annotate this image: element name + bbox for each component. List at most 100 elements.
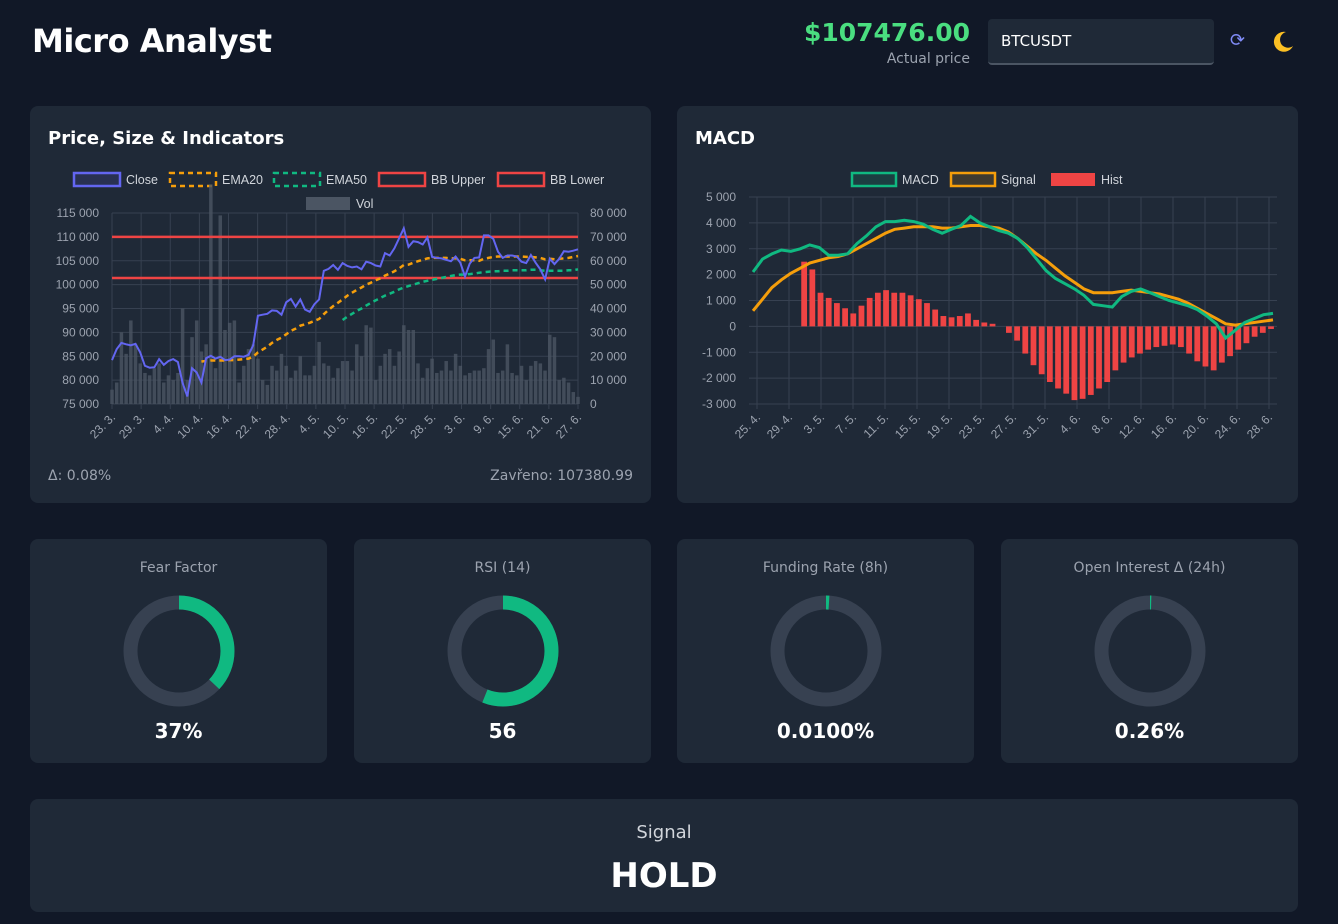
x-tick-label: 21. 6. [524,410,555,441]
vol-bar [364,325,368,404]
hist-bar [866,297,873,327]
y2-tick-label: 0 [590,397,597,411]
x-tick-label: 10. 4. [174,410,205,441]
vol-bar [543,370,547,404]
gauge-fill [770,595,881,707]
svg-text:EMA50: EMA50 [326,173,367,187]
vol-bar [402,325,406,404]
vol-bar [289,377,293,404]
vol-bar [425,368,430,404]
vol-bar [439,370,444,404]
vol-bar [340,361,345,404]
hist-bar [1120,326,1127,363]
gauge-title: RSI (14) [474,560,531,576]
x-tick-label: 31. 5. [1020,410,1051,441]
vol-bar [430,358,434,404]
y2-tick-label: 50 000 [590,278,627,292]
hist-bar [932,309,939,327]
macd-chart[interactable]: MACD Signal Hist 5 000 4 000 3 000 2 000 1 000 0… [677,106,1298,503]
y-tick-label: 4 000 [706,216,736,230]
legend-ema20[interactable]: EMA20 [168,171,263,188]
moon-icon[interactable] [1270,29,1296,55]
legend-close[interactable]: Close [72,171,158,188]
vol-bar [265,384,270,404]
y-tick-label: 100 000 [56,278,100,292]
hist-bar [842,308,848,327]
gauge-card-rsi: RSI (14) 56 [354,539,651,763]
vol-bar [369,327,373,404]
hist-bar [981,322,988,327]
legend-signal[interactable]: Signal [949,171,1036,188]
hist-bar [1153,326,1160,348]
y-tick-label: 110 000 [57,230,100,244]
legend-macd[interactable]: MACD [850,171,939,188]
vol-bar [152,368,157,404]
x-tick-label: 22. 4. [233,410,264,441]
close-line [111,225,579,397]
vol-bar [237,382,241,404]
gauge-value: 56 [488,719,517,743]
vol-bar [557,380,561,404]
vol-bar [435,372,439,404]
vol-bar [246,349,251,404]
funding-rate-gauge [770,595,881,707]
hist-bar [1202,326,1209,367]
hist-bar [1063,326,1070,394]
vol-bar [194,320,199,404]
vol-bar [176,372,180,404]
legend-vol[interactable]: Vol [306,197,373,211]
vol-bar [218,215,223,404]
closed-text: Zavřeno: 107380.99 [490,468,633,484]
vol-bar [406,329,411,404]
refresh-icon[interactable]: ⟳ [1230,30,1246,51]
svg-text:Signal: Signal [1001,173,1036,187]
vol-bar [538,363,543,404]
vol-bar [345,361,350,404]
vol-bar [232,320,237,404]
vol-bar [312,365,317,404]
y-tick-label: 105 000 [56,254,100,268]
y-tick-label: -1 000 [702,345,736,359]
y-tick-label: 115 000 [57,206,100,220]
vol-bar [326,365,331,404]
x-tick-label: 24. 6. [1212,410,1243,441]
vol-bar [515,375,519,404]
macd-line [751,214,1274,341]
gauge-track [770,595,881,707]
hist-bar [1128,326,1135,358]
vol-bar [307,375,312,404]
legend-hist[interactable]: Hist [1051,173,1123,187]
vol-bar [359,356,364,404]
gauge-track [1094,595,1205,707]
vol-bar [510,372,514,404]
x-tick-label: 29. 3. [116,410,147,441]
vol-bar [256,358,260,404]
hist-bar [1235,326,1242,350]
legend-bb-upper[interactable]: BB Upper [377,171,485,188]
x-tick-label: 16. 4. [203,410,234,441]
y-tick-label: 3 000 [706,242,736,256]
vol-bar [322,363,326,404]
price-chart[interactable]: Close EMA20 EMA50 BB Upper BB Lower Vol 115 00… [30,106,651,503]
symbol-input[interactable] [988,19,1214,65]
vol-bar [387,349,392,404]
vol-bar [204,344,208,404]
svg-text:Hist: Hist [1101,173,1123,187]
vol-bar [355,344,359,404]
hist-bar [1079,326,1086,399]
svg-text:Vol: Vol [356,197,373,211]
vol-bar [467,372,472,404]
vol-bar [416,363,420,404]
gauge-card-funding-rate: Funding Rate (8h) 0.0100% [677,539,974,763]
hist-bar [1055,326,1061,389]
y2-tick-label: 10 000 [590,373,627,387]
legend-ema50[interactable]: EMA50 [272,171,367,188]
hist-bar [874,292,881,327]
x-tick-label: 11. 5. [861,410,892,441]
macd-chart-panel: MACD MACD Signal Hist 5 000 4 000 3 000 2 000 1… [677,106,1298,503]
x-tick-label: 23. 5. [956,410,987,441]
legend-bb-lower[interactable]: BB Lower [496,171,604,188]
vol-bar [449,370,453,404]
vol-bar [129,320,133,404]
y2-tick-label: 30 000 [590,325,627,339]
